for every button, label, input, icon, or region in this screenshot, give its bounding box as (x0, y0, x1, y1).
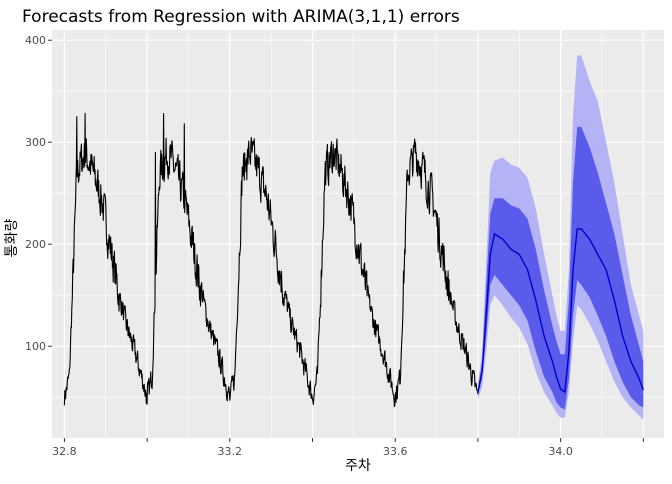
y-tick-label: 300 (25, 136, 46, 149)
y-tick-label: 100 (25, 340, 46, 353)
prediction-band-95 (477, 55, 644, 420)
prediction-intervals (477, 55, 644, 420)
series-lines (63, 113, 644, 408)
x-tick-label: 33.2 (218, 445, 243, 458)
x-tick-label: 34.0 (548, 445, 573, 458)
x-tick-label: 32.8 (52, 445, 77, 458)
y-tick-label: 200 (25, 238, 46, 251)
x-tick-label: 33.6 (383, 445, 408, 458)
prediction-band-80 (477, 126, 644, 410)
y-axis: 100 200 300 400 (25, 34, 52, 353)
history-series-line (63, 113, 479, 408)
x-axis: 32.8 33.2 33.6 34.0 (52, 438, 644, 458)
y-axis-label: 통화량 (4, 219, 20, 258)
minor-gridlines (52, 30, 664, 438)
chart-title: Forecasts from Regression with ARIMA(3,1… (22, 7, 460, 27)
forecast-mean-line (477, 228, 644, 394)
x-axis-label: 주차 (345, 458, 371, 474)
y-tick-label: 400 (25, 34, 46, 47)
